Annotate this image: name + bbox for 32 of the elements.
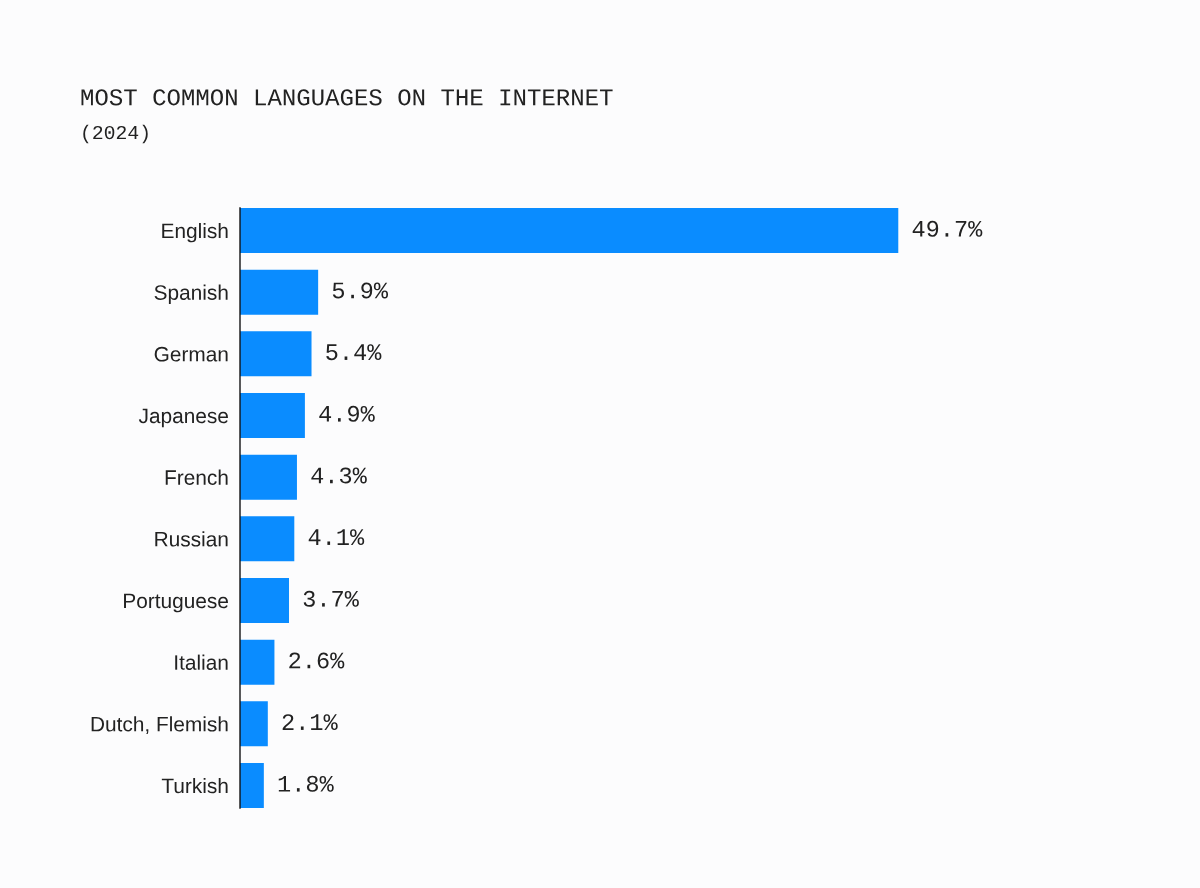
- y-tick-label: Spanish: [154, 284, 228, 305]
- data-label: 2.6%: [289, 652, 345, 669]
- data-label: 3.7%: [303, 590, 359, 607]
- bar: [240, 701, 268, 747]
- data-label: 1.8%: [278, 775, 334, 792]
- bar: [240, 207, 899, 253]
- chart-subtitle: (2024): [83, 124, 148, 144]
- data-label: 2.1%: [282, 714, 338, 731]
- y-tick-label: Italian: [175, 654, 228, 670]
- bar: [240, 392, 305, 438]
- chart-title: MOST COMMON LANGUAGES ON THE INTERNET: [81, 89, 613, 106]
- data-label: 5.4%: [326, 344, 382, 361]
- data-label: 4.9%: [319, 405, 375, 422]
- data-label: 5.9%: [332, 282, 389, 299]
- bar: [240, 577, 290, 623]
- y-tick-label: Turkish: [161, 777, 228, 794]
- bar: [240, 516, 295, 562]
- y-tick-label: Dutch, Flemish: [91, 716, 228, 735]
- bar: [240, 331, 312, 377]
- y-tick-label: French: [165, 469, 228, 485]
- y-tick-label: German: [154, 346, 228, 362]
- bar: [240, 454, 297, 500]
- data-label: 49.7%: [912, 220, 983, 237]
- y-tick-label: Russian: [155, 531, 228, 547]
- y-tick-label: English: [162, 222, 228, 243]
- bar: [240, 269, 319, 315]
- y-tick-label: Portuguese: [124, 593, 228, 613]
- bar: [240, 762, 264, 808]
- data-label: 4.1%: [308, 529, 365, 546]
- data-label: 4.3%: [311, 467, 367, 484]
- bar: [240, 639, 275, 685]
- y-tick-label: Japanese: [138, 408, 228, 428]
